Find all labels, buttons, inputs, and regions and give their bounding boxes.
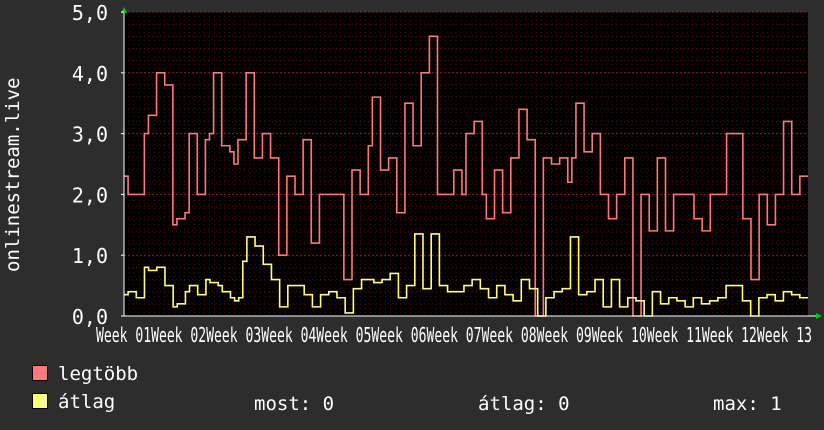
y-axis-label: onlinestream.live [2, 78, 24, 272]
series-line-atlag [124, 233, 808, 317]
series-layer [124, 35, 808, 317]
y-tick-label: 3,0 [72, 123, 108, 147]
axes [121, 7, 822, 319]
legend-swatch-legtobb [32, 364, 48, 381]
y-tick-label: 2,0 [72, 183, 108, 207]
y-tick-label: 4,0 [72, 62, 108, 86]
y-tick-label: 1,0 [72, 244, 108, 268]
stat-atlag: átlag: 0 [478, 393, 570, 415]
x-tick-labels: Week 01Week 02Week 03Week 04Week 05Week … [96, 323, 812, 347]
legend-item-atlag: átlag [32, 390, 115, 414]
legend-swatch-atlag [32, 392, 48, 409]
series-line-legtobb [124, 35, 808, 317]
x-axis-arrow [816, 313, 822, 319]
legend-label-atlag: átlag [58, 391, 116, 413]
legend-label-legtobb: legtöbb [58, 363, 139, 385]
legend-item-legtobb: legtöbb [32, 362, 138, 386]
stat-max: max: 1 [713, 393, 782, 415]
y-tick-label: 0,0 [72, 305, 108, 329]
stat-most: most: 0 [254, 393, 335, 415]
y-tick-label: 5,0 [72, 1, 108, 25]
y-tick-labels: 0,0 1,0 2,0 3,0 4,0 5,0 [72, 1, 108, 329]
